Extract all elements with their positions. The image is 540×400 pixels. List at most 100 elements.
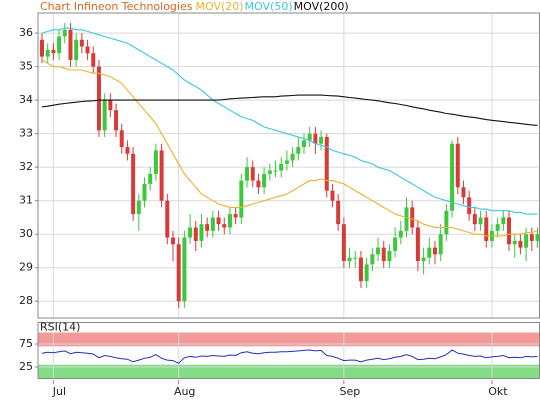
y-tick-label: 75 — [19, 337, 33, 350]
candle-body — [68, 29, 73, 60]
candle-body — [524, 234, 529, 248]
y-tick-label: 29 — [19, 261, 33, 274]
candle-body — [450, 143, 455, 211]
candle-body — [102, 100, 107, 131]
candle-body — [393, 237, 398, 251]
candle-body — [467, 197, 472, 215]
candle-body — [119, 130, 124, 148]
candle-body — [290, 153, 295, 161]
y-tick-label: 36 — [19, 26, 33, 39]
candle-body — [330, 190, 335, 201]
candle-body — [495, 224, 500, 231]
legend-entry: MOV(20) — [195, 0, 243, 13]
candle-body — [529, 234, 534, 241]
candle-body — [387, 250, 392, 262]
candle-body — [85, 46, 90, 54]
x-tick-label: Jul — [52, 385, 66, 398]
y-tick-label: 33 — [19, 127, 33, 140]
candle-body — [267, 170, 272, 174]
candle-body — [74, 39, 79, 60]
candle-body — [45, 49, 50, 57]
legend-entry: MOV(200) — [294, 0, 349, 13]
candle-body — [153, 150, 158, 174]
candle-body — [364, 264, 369, 282]
candle-body — [376, 247, 381, 255]
candle-body — [432, 247, 437, 255]
candle-body — [484, 217, 489, 241]
candle-body — [381, 247, 386, 262]
x-tick-label: Okt — [488, 385, 508, 398]
band — [38, 332, 540, 347]
candle-body — [142, 183, 147, 201]
candle-body — [472, 214, 477, 225]
y-tick-label: 30 — [19, 227, 33, 240]
candle-body — [233, 214, 238, 218]
candle-body — [222, 224, 227, 228]
y-tick-label: 32 — [19, 160, 33, 173]
candle-body — [159, 150, 164, 201]
candle-body — [136, 200, 141, 215]
ma-line — [41, 27, 538, 215]
y-tick-label: 28 — [19, 294, 33, 307]
candle-body — [307, 133, 312, 141]
rsi-line — [41, 349, 538, 364]
candle-body — [51, 49, 56, 54]
candle-body — [227, 214, 232, 228]
x-tick-label: Aug — [174, 385, 195, 398]
candle-body — [96, 66, 101, 131]
candle-body — [507, 217, 512, 245]
candle-body — [415, 227, 420, 262]
candle-body — [427, 247, 432, 258]
x-tick-label: Sep — [339, 385, 360, 398]
panel-title: RSI(14) — [40, 321, 80, 334]
candle-body — [284, 160, 289, 164]
candle-body — [478, 217, 483, 225]
candle-body — [341, 224, 346, 262]
candle-body — [125, 147, 130, 154]
candle-body — [165, 200, 170, 238]
chart-title: Chart Infineon Technologies — [40, 0, 193, 13]
candle-body — [114, 110, 119, 131]
candle-body — [501, 217, 506, 225]
candle-body — [210, 217, 215, 231]
y-tick-label: 31 — [19, 194, 33, 207]
candle-body — [353, 257, 358, 259]
candle-body — [324, 137, 329, 191]
candle-body — [57, 36, 62, 54]
candle-body — [455, 143, 460, 188]
candle-body — [239, 180, 244, 218]
candle-body — [216, 217, 221, 225]
candle-body — [438, 234, 443, 255]
candle-body — [512, 240, 517, 245]
candle-body — [176, 244, 181, 302]
candle-body — [108, 100, 113, 111]
band — [38, 364, 540, 379]
candle-body — [444, 210, 449, 235]
candle-body — [193, 227, 198, 241]
candle-body — [336, 200, 341, 225]
candle-body — [245, 167, 250, 181]
y-tick-label: 35 — [19, 60, 33, 73]
candle-body — [319, 137, 324, 144]
candle-body — [296, 147, 301, 154]
candle-body — [148, 173, 153, 184]
candle-body — [421, 257, 426, 262]
candle-body — [40, 39, 44, 57]
candle-body — [250, 167, 255, 181]
candle-body — [301, 140, 306, 148]
candle-body — [313, 133, 318, 144]
candle-body — [256, 180, 261, 188]
candle-body — [182, 237, 187, 302]
candle-body — [535, 234, 540, 241]
candle-body — [131, 153, 136, 215]
candle-body — [358, 257, 363, 282]
candle-body — [188, 227, 193, 238]
candle-body — [62, 29, 67, 37]
candle-body — [205, 224, 210, 231]
candle-body — [199, 224, 204, 241]
candle-body — [370, 254, 375, 265]
candle-body — [461, 187, 466, 198]
candle-body — [79, 39, 84, 47]
candle-body — [170, 237, 175, 245]
